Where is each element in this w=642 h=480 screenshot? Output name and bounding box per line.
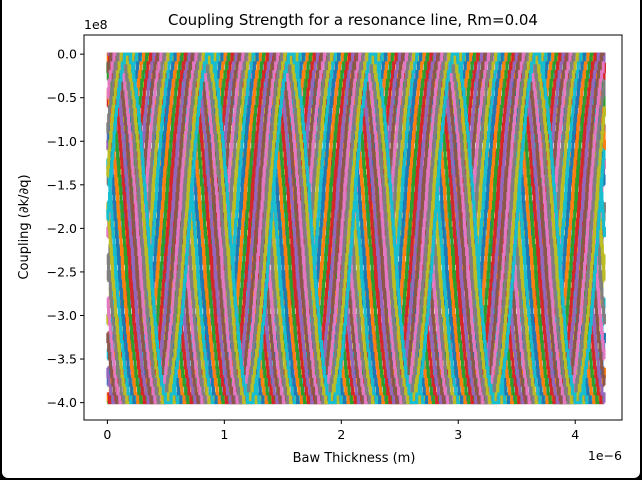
series-line-18 <box>106 52 606 405</box>
y-tick-label-6: −3.0 <box>47 308 77 323</box>
y-tick-label-4: −2.0 <box>47 221 77 236</box>
series-line-17 <box>106 52 606 405</box>
series-line-30 <box>106 52 606 405</box>
series-line-28 <box>106 52 606 405</box>
x-tick-label-3: 3 <box>454 427 462 442</box>
y-tick-label-1: −0.5 <box>47 90 77 105</box>
plot-frame <box>83 34 623 421</box>
y-tick-label-3: −1.5 <box>47 177 77 192</box>
y-tick-label-2: −1.0 <box>47 134 77 149</box>
y-tick-label-8: −4.0 <box>47 395 77 410</box>
y-axis: 0.0 −0.5 −1.0 −1.5 −2.0 −2.5 −3.0 −3.5 −4.0 <box>47 47 84 410</box>
x-tick-label-0: 0 <box>103 427 111 442</box>
x-tick-label-2: 2 <box>337 427 345 442</box>
series-line-29 <box>106 52 606 405</box>
chart-title: Coupling Strength for a resonance line, … <box>168 11 538 29</box>
x-axis: 0 1 2 3 4 <box>103 420 579 442</box>
series-line-27 <box>106 52 605 405</box>
x-tick-label-1: 1 <box>220 427 228 442</box>
y-offset-label: 1e8 <box>84 17 108 32</box>
x-tick-label-4: 4 <box>571 427 579 442</box>
y-tick-label-0: 0.0 <box>57 47 77 62</box>
series-line-26 <box>106 52 605 405</box>
series-line-15 <box>106 52 606 405</box>
y-tick-label-7: −3.5 <box>47 352 77 367</box>
y-tick-label-5: −2.5 <box>47 264 77 279</box>
y-axis-label: Coupling (∂k/∂q) <box>17 174 32 279</box>
series-line-16 <box>106 52 606 405</box>
series-layer <box>106 52 606 405</box>
x-axis-label: Baw Thickness (m) <box>293 451 416 466</box>
x-offset-label: 1e−6 <box>588 448 622 463</box>
